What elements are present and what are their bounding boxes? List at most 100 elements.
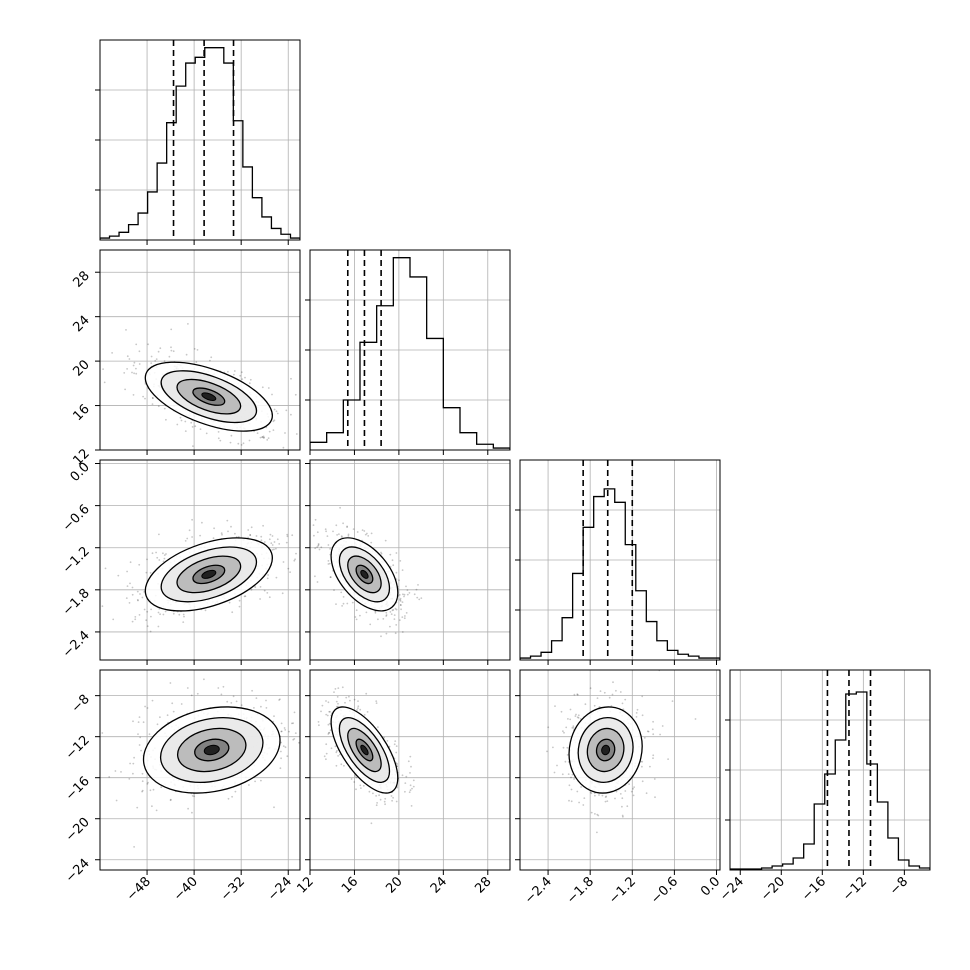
scatter-point [641,780,644,783]
scatter-point [124,388,126,391]
density-core [203,744,220,756]
x-tick-label: −16 [799,874,829,904]
scatter-point [217,431,220,433]
scatter-point [266,592,269,594]
scatter-point [361,529,364,531]
scatter-point [164,610,167,613]
scatter-point [399,604,402,606]
scatter-point [141,780,144,783]
scatter-point [608,696,611,699]
scatter-point [393,614,396,616]
scatter-point [399,599,401,601]
scatter-point [337,755,339,757]
scatter-point [149,789,152,792]
scatter-point [163,360,166,362]
scatter-point [621,814,624,817]
scatter-point [652,754,655,757]
scatter-point [260,539,263,542]
scatter-point [567,773,570,775]
y-tick-label: −24 [63,856,93,886]
scatter-point [273,715,275,717]
scatter-point [187,323,189,325]
scatter-point [353,781,356,783]
scatter-point [400,608,402,611]
scatter-point [152,397,154,400]
scatter-point [641,765,643,768]
scatter-point [291,722,293,725]
scatter-point [193,795,196,798]
scatter-point [132,720,134,723]
scatter-point [280,757,282,760]
scatter-point [314,518,317,521]
scatter-point [179,416,182,419]
scatter-point [278,699,280,701]
scatter-panel-0-3 [100,670,323,870]
scatter-point [332,530,334,533]
scatter-point [294,732,297,734]
x-tick-label: −24 [265,874,295,904]
scatter-point [321,724,323,726]
histogram-panel-0 [100,40,300,240]
scatter-point [556,764,558,767]
scatter-point [340,763,343,766]
scatter-point [184,420,187,423]
scatter-point [384,797,387,800]
scatter-point [335,524,338,527]
scatter-point [399,604,402,606]
scatter-point [170,349,173,352]
scatter-point [354,616,357,618]
scatter-point [336,696,339,698]
scatter-point [134,616,137,618]
scatter-point [346,525,348,528]
scatter-point [126,368,128,370]
scatter-point [227,530,229,533]
scatter-point [567,718,569,720]
scatter-point [312,524,315,526]
scatter-point [268,596,271,599]
scatter-point [137,733,139,735]
scatter-point [596,697,599,699]
scatter-point [279,698,281,701]
scatter-point [240,371,243,374]
scatter-point [259,598,261,600]
scatter-point [362,784,365,787]
scatter-point [398,594,401,596]
x-tick-label: 20 [383,874,405,896]
scatter-point [138,716,141,718]
scatter-point [647,730,650,733]
scatter-point [282,446,285,449]
scatter-point [271,535,274,537]
scatter-point [603,691,606,694]
scatter-point [355,618,358,621]
scatter-point [399,560,402,562]
y-tick-label: −1.2 [60,544,93,577]
scatter-point [325,713,328,716]
x-tick-label: −40 [171,874,201,904]
scatter-point [150,362,153,364]
scatter-point [360,787,362,789]
scatter-point [359,784,362,787]
scatter-point [267,574,269,576]
scatter-point [269,533,272,536]
scatter-point [321,704,324,707]
scatter-point [324,528,327,531]
scatter-point [630,790,633,793]
scatter-point [398,619,401,621]
scatter-point [621,702,624,705]
scatter-point [335,751,338,754]
scatter-point [612,681,614,684]
scatter-point [398,579,400,582]
scatter-point [357,705,360,708]
scatter-point [364,533,367,536]
scatter-point [306,565,308,567]
scatter-point [593,704,596,707]
y-tick-label: 28 [71,268,93,290]
scatter-point [390,795,393,797]
scatter-point [262,435,265,438]
scatter-point [221,533,223,536]
scatter-point [271,549,274,551]
scatter-point [248,382,251,385]
scatter-point [281,592,284,595]
scatter-point [418,598,421,601]
scatter-point [339,506,341,509]
